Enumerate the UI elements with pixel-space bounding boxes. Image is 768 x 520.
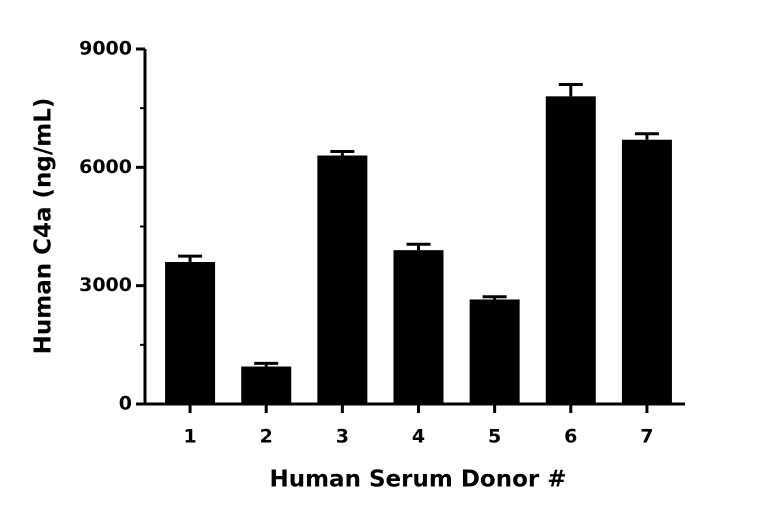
y-tick-label: 6000	[79, 156, 132, 178]
y-tick-label: 3000	[79, 274, 132, 296]
x-tick-label: 7	[640, 426, 653, 448]
x-axis-title: Human Serum Donor #	[269, 467, 566, 493]
bar	[545, 96, 596, 404]
x-tick-label: 6	[564, 426, 577, 448]
bar	[241, 366, 292, 404]
y-axis-title: Human C4a (ng/mL)	[31, 98, 57, 355]
x-tick-label: 5	[488, 426, 501, 448]
x-tick-label: 3	[336, 426, 349, 448]
y-tick-label: 0	[119, 393, 132, 415]
y-tick-label: 9000	[79, 38, 132, 60]
bar	[621, 139, 672, 404]
bar	[469, 299, 520, 404]
x-tick-label: 2	[260, 426, 273, 448]
bar	[393, 250, 444, 404]
x-tick-label: 4	[412, 426, 425, 448]
x-tick-label: 1	[183, 426, 196, 448]
bar	[165, 262, 216, 404]
bar	[317, 155, 368, 404]
